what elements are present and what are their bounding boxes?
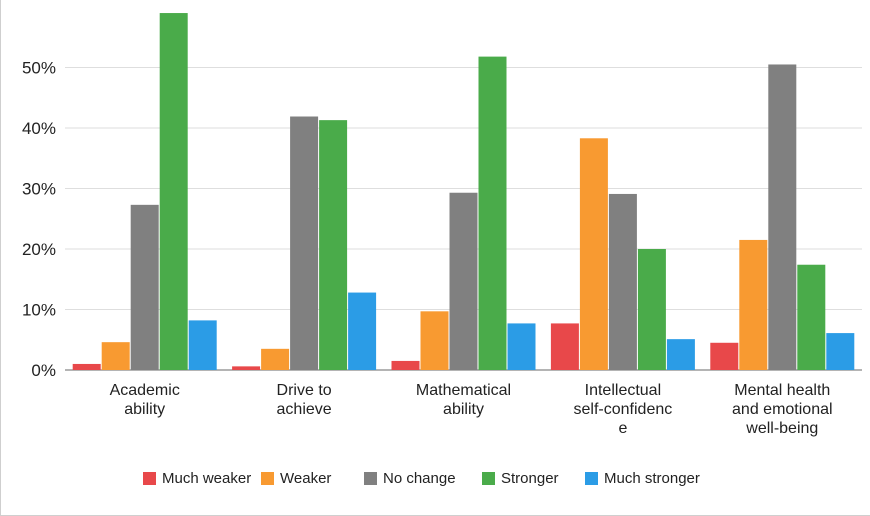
legend: Much weaker Weaker No change Stronger Much s…: [143, 470, 700, 487]
bar-much-weaker: [72, 363, 101, 370]
x-category-label: e: [618, 420, 627, 437]
x-category-label: and emotional: [732, 401, 833, 418]
x-category-label: Intellectual: [585, 382, 662, 399]
y-axis-ticks: 0% 10% 20% 30% 40% 50%: [22, 59, 56, 381]
bar-much-weaker: [232, 366, 261, 370]
bar-no-change: [449, 192, 478, 370]
legend-swatch: [261, 472, 274, 485]
y-tick-label: 40%: [22, 119, 56, 138]
y-tick-label: 0%: [31, 361, 56, 380]
legend-label: Much stronger: [604, 470, 700, 487]
bar-stronger: [478, 56, 507, 371]
y-tick-label: 50%: [22, 59, 56, 78]
bar-much-stronger: [826, 333, 855, 370]
x-category-label: ability: [124, 401, 165, 418]
y-tick-label: 10%: [22, 301, 56, 320]
x-category-label: self-confidenc: [574, 401, 673, 418]
x-category-label: ability: [443, 401, 484, 418]
bar-no-change: [130, 204, 159, 370]
bar-much-weaker: [391, 360, 420, 370]
bar-no-change: [608, 193, 637, 370]
bar-much-stronger: [666, 339, 695, 370]
legend-label: Much weaker: [162, 470, 251, 487]
bars: [72, 13, 855, 371]
legend-swatch: [364, 472, 377, 485]
legend-label: Stronger: [501, 470, 559, 487]
bar-no-change: [290, 116, 319, 370]
bar-weaker: [261, 348, 290, 370]
x-category-label: Drive to: [277, 382, 332, 399]
legend-label: No change: [383, 470, 456, 487]
y-tick-label: 30%: [22, 180, 56, 199]
bar-no-change: [768, 64, 797, 370]
x-category-label: Academic: [110, 382, 180, 399]
bar-much-stronger: [507, 323, 536, 370]
bar-weaker: [739, 239, 768, 370]
bar-stronger: [797, 264, 826, 370]
legend-swatch: [143, 472, 156, 485]
bar-stronger: [637, 249, 666, 370]
x-category-label: Mathematical: [416, 382, 511, 399]
x-category-label: well-being: [745, 420, 818, 437]
legend-label: Weaker: [280, 470, 331, 487]
bar-weaker: [420, 311, 449, 370]
bar-much-stronger: [348, 292, 377, 370]
x-axis-labels: Academic ability Drive to achieve Mathematic…: [110, 382, 833, 437]
x-category-label: Mental health: [734, 382, 830, 399]
legend-swatch: [482, 472, 495, 485]
bar-weaker: [101, 342, 130, 370]
bar-stronger: [319, 120, 348, 370]
bar-stronger: [159, 13, 188, 371]
x-category-label: achieve: [277, 401, 332, 418]
bar-much-weaker: [550, 323, 579, 370]
bar-weaker: [579, 138, 608, 370]
bar-much-stronger: [188, 320, 217, 370]
bar-much-weaker: [710, 342, 739, 370]
y-tick-label: 20%: [22, 240, 56, 259]
legend-swatch: [585, 472, 598, 485]
